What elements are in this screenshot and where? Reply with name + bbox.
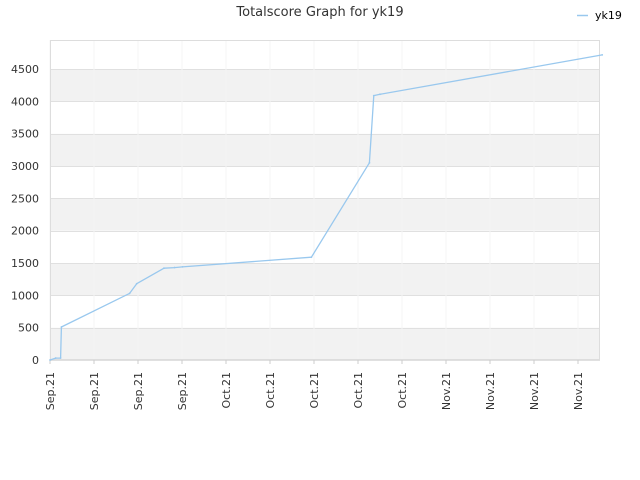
plot-background <box>50 40 600 360</box>
data-point <box>372 94 375 97</box>
data-point <box>60 326 63 328</box>
x-tick-label: Nov.21 <box>440 372 453 410</box>
y-tick-label: 0 <box>32 354 39 367</box>
x-tick-label: Oct.21 <box>352 372 365 409</box>
x-tick-label: Sep.21 <box>132 372 145 410</box>
x-tick-label: Sep.21 <box>44 372 57 410</box>
y-tick-label: 2500 <box>11 192 39 205</box>
plot-band <box>50 133 600 167</box>
y-tick-label: 1500 <box>11 257 39 270</box>
y-tick-label: 500 <box>18 322 39 335</box>
y-tick-label: 4500 <box>11 63 39 76</box>
data-point <box>379 93 381 96</box>
data-point <box>310 256 313 259</box>
y-tick-label: 3000 <box>11 160 39 173</box>
plot-band <box>50 101 600 134</box>
data-point <box>601 53 604 56</box>
plot-band <box>50 295 600 328</box>
y-axis-ticks: 0 500 1000 1500 2000 2500 3000 3500 4000 4500 <box>11 63 39 367</box>
x-tick-label: Sep.21 <box>88 372 101 410</box>
data-point <box>368 161 371 164</box>
x-tick-label: Nov.21 <box>528 372 541 410</box>
y-tick-label: 3500 <box>11 128 39 141</box>
x-tick-label: Oct.21 <box>396 372 409 409</box>
x-tick-label: Nov.21 <box>484 372 497 410</box>
plot-band <box>50 69 600 102</box>
plot-band <box>50 198 600 231</box>
y-tick-label: 2000 <box>11 225 39 238</box>
legend[interactable]: yk19 <box>577 9 622 22</box>
y-tick-label: 4000 <box>11 95 39 108</box>
data-point <box>49 359 51 361</box>
x-tick-label: Sep.21 <box>176 372 189 410</box>
data-point <box>54 357 57 359</box>
data-point <box>128 292 131 295</box>
chart-title: Totalscore Graph for yk19 <box>235 5 403 20</box>
legend-label-yk19: yk19 <box>595 9 622 22</box>
y-tick-label: 1000 <box>11 289 39 302</box>
data-point <box>181 266 184 268</box>
data-point <box>173 266 176 269</box>
x-tick-label: Oct.21 <box>220 372 233 409</box>
plot-band <box>50 327 600 360</box>
data-point <box>163 267 165 270</box>
x-tick-label: Oct.21 <box>264 372 277 409</box>
plot-band <box>50 263 600 296</box>
data-point <box>59 357 62 359</box>
grid-lines <box>50 69 600 361</box>
plot-band <box>50 40 600 70</box>
series-layer <box>49 53 604 361</box>
series-line-yk19 <box>49 54 603 361</box>
x-tick-label: Nov.21 <box>572 372 585 410</box>
plot-band <box>50 166 600 199</box>
data-point <box>135 282 138 285</box>
plot-frame <box>50 40 600 360</box>
x-axis-ticks: Sep.21 Sep.21 Sep.21 Sep.21 Oct.21 Oct.21 Oct.… <box>44 360 585 410</box>
x-tick-label: Oct.21 <box>308 372 321 409</box>
